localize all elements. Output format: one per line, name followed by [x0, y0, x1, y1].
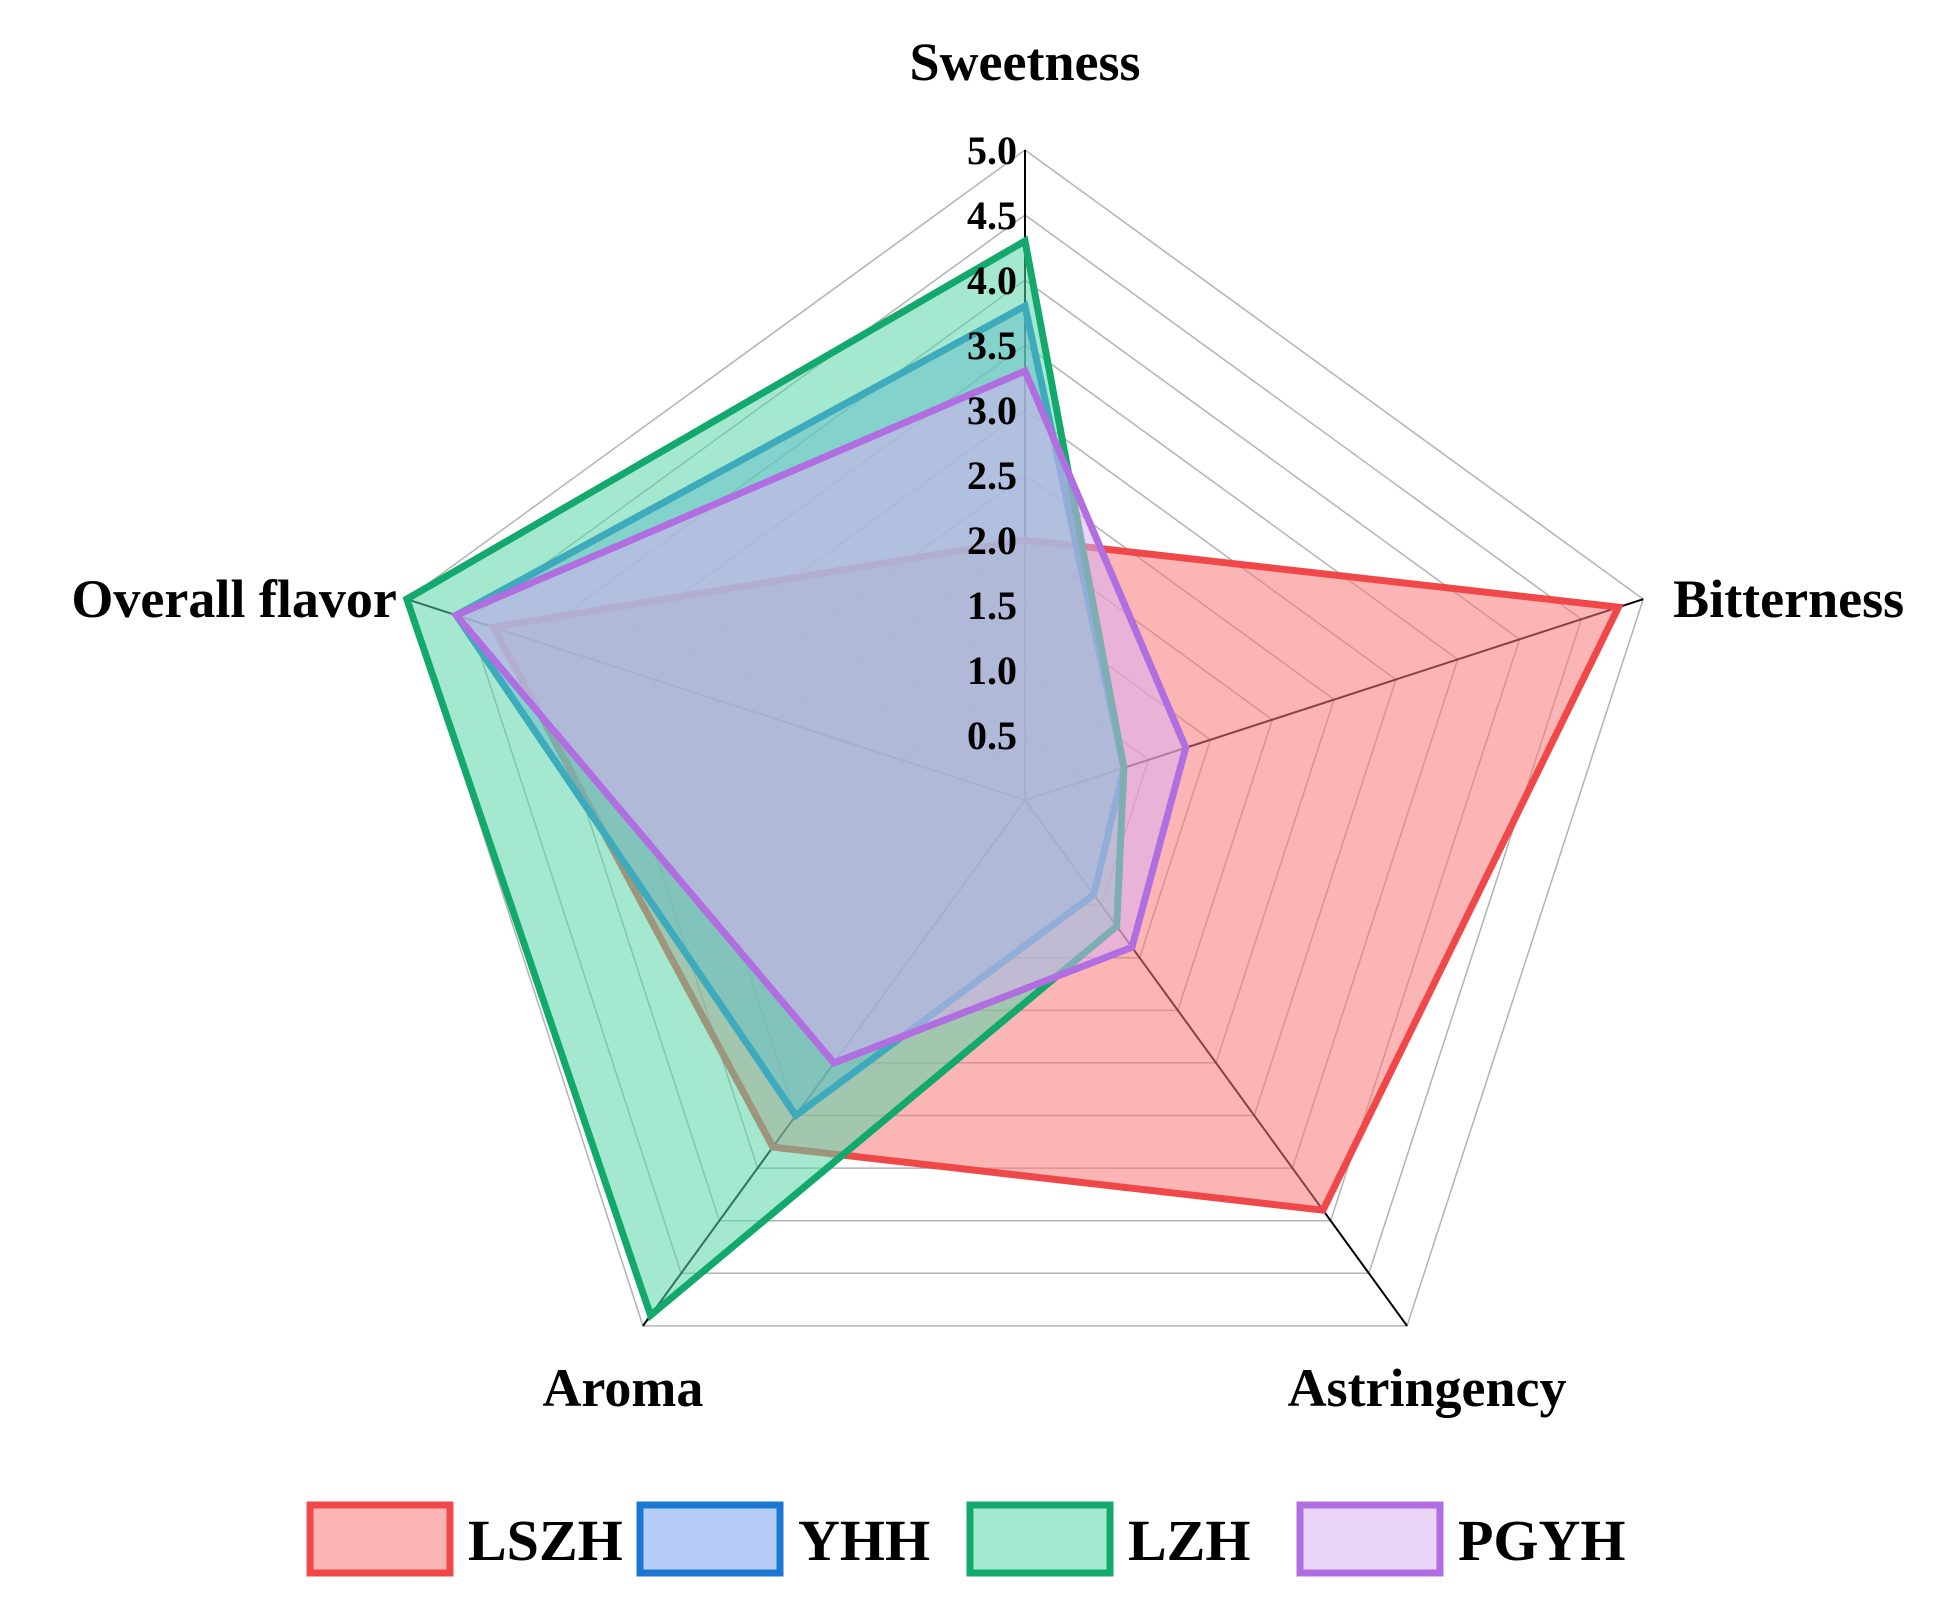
axis-label-overall-flavor: Overall flavor [71, 569, 396, 629]
series-pgyh-area [450, 366, 1190, 1068]
legend-swatch-yhh [636, 1501, 784, 1577]
axis-label-aroma: Aroma [542, 1358, 703, 1418]
legend: LSZH YHH LZH PGYH [306, 1501, 1626, 1577]
legend-swatch-lszh [306, 1501, 454, 1577]
tick-label: 3.5 [967, 323, 1017, 368]
tick-label: 2.0 [967, 518, 1017, 563]
legend-swatch-pgyh [1296, 1501, 1444, 1577]
tick-label: 3.0 [967, 388, 1017, 433]
legend-label-yhh: YHH [798, 1508, 930, 1573]
axis-label-bitterness: Bitterness [1673, 569, 1904, 629]
axis-label-astringency: Astringency [1288, 1358, 1567, 1418]
tick-label: 1.0 [967, 648, 1017, 693]
tick-label: 5.0 [967, 128, 1017, 173]
tick-label: 2.5 [967, 453, 1017, 498]
tick-label: 4.5 [967, 193, 1017, 238]
legend-label-lzh: LZH [1128, 1508, 1251, 1573]
tick-label: 1.5 [967, 583, 1017, 628]
axis-label-sweetness: Sweetness [910, 32, 1141, 92]
grid-ring-10 [405, 149, 1645, 1327]
tick-label: 4.0 [967, 258, 1017, 303]
legend-label-lszh: LSZH [468, 1508, 623, 1573]
legend-swatch-lzh [966, 1501, 1114, 1577]
tick-label: 0.5 [967, 713, 1017, 758]
radar-series [402, 235, 1624, 1322]
legend-label-pgyh: PGYH [1458, 1508, 1626, 1573]
radar-axis-labels: Sweetness Bitterness Astringency Aroma Overa… [71, 32, 1904, 1418]
radar-tick-labels: 0.5 1.0 1.5 2.0 2.5 3.0 3.5 4.0 4.5 5.0 [967, 128, 1017, 758]
